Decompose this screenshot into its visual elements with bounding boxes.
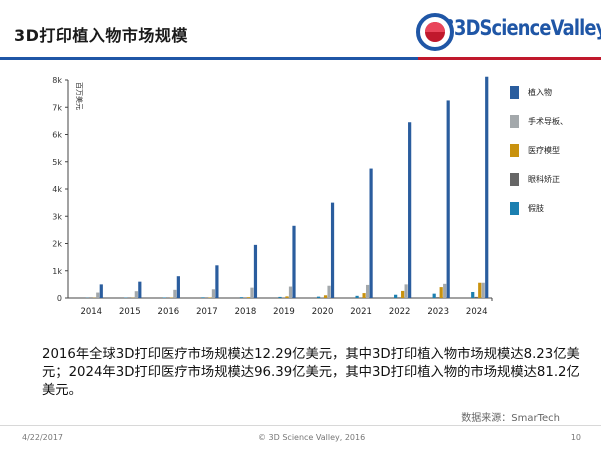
bar (481, 282, 485, 298)
logo: 3DScienceValley (416, 10, 601, 54)
footer-divider (0, 425, 601, 426)
bar (134, 291, 138, 298)
logo-text: 3DScienceValley (454, 16, 601, 40)
y-tick-label: 8k (52, 76, 62, 85)
bar (478, 282, 482, 298)
y-axis-label: 百万美元 (75, 82, 84, 110)
bar (408, 122, 412, 298)
bar (439, 287, 443, 298)
y-tick-label: 2k (52, 240, 62, 249)
bar (397, 297, 401, 298)
page-title: 3D打印植入物市场规模 (14, 26, 188, 45)
y-tick-label: 1k (52, 267, 62, 276)
y-tick-label: 3k (52, 212, 62, 221)
bar (215, 265, 219, 298)
bar (443, 283, 447, 298)
legend-label: 手术导板、器械 (528, 116, 568, 126)
x-tick-label: 2023 (427, 307, 449, 317)
y-tick-label: 5k (52, 158, 62, 167)
legend-swatch (510, 115, 519, 128)
y-tick-label: 0 (57, 294, 62, 303)
bar (446, 100, 450, 298)
market-size-chart: 0 1k 2k 3k 4k 5k 6k 7k 8k 百万美元 2014 2015 2016 2017 201… (52, 76, 568, 317)
x-tick-label: 2019 (273, 307, 295, 317)
y-tick-label: 6k (52, 131, 62, 140)
x-tick-label: 2014 (80, 307, 102, 317)
bar (362, 293, 366, 298)
bar (96, 292, 100, 298)
legend-label: 植入物 (528, 87, 552, 97)
legend-swatch (510, 173, 519, 186)
bar (436, 297, 440, 298)
x-tick-label: 2020 (312, 307, 334, 317)
header-rule-blue (0, 57, 418, 60)
bar (358, 297, 363, 298)
x-tick-label: 2017 (196, 307, 218, 317)
legend-label: 医疗模型 (528, 145, 560, 155)
logo-globe-icon (416, 13, 454, 51)
bar (323, 295, 328, 298)
x-tick-label: 2015 (119, 307, 141, 317)
bar (330, 202, 335, 298)
footer-page-number: 10 (570, 433, 581, 442)
x-tick-label: 2021 (350, 307, 372, 317)
y-tick-label: 7k (52, 103, 62, 112)
bar (208, 297, 212, 298)
legend-label: 假肢 (528, 203, 544, 213)
bar (316, 296, 321, 298)
footer-date: 4/22/2017 (22, 433, 64, 442)
bar (288, 286, 293, 298)
bar (432, 293, 436, 298)
x-tick-label: 2024 (466, 307, 488, 317)
bar (365, 284, 370, 298)
bar (285, 296, 289, 298)
bar (327, 285, 331, 298)
bar (176, 276, 180, 298)
bar (485, 76, 489, 298)
bar (278, 296, 282, 298)
bar (474, 296, 478, 298)
bar (201, 297, 205, 298)
bar (250, 287, 254, 298)
summary-text: 2016年全球3D打印医疗市场规模达12.29亿美元，其中3D打印植入物市场规模… (42, 347, 580, 398)
bar (394, 294, 398, 298)
legend-swatch (510, 202, 519, 215)
x-tick-label: 2018 (235, 307, 257, 317)
bar (253, 244, 258, 298)
legend-label: 眼科矫正 (528, 174, 560, 184)
data-source: 数据来源：SmarTech (461, 413, 560, 424)
footer-copyright: © 3D Science Valley, 2016 (258, 433, 366, 442)
bar (138, 281, 142, 298)
bar (355, 295, 359, 298)
legend-swatch (510, 144, 519, 157)
bar (369, 168, 373, 298)
y-tick-label: 4k (52, 185, 62, 194)
x-tick-label: 2016 (158, 307, 180, 317)
bar (99, 284, 103, 298)
bar (292, 225, 296, 298)
header-rule-red (418, 57, 601, 60)
x-tick-label: 2022 (389, 307, 411, 317)
bar (239, 297, 244, 298)
bar (471, 292, 475, 298)
legend-swatch (510, 86, 519, 99)
bar (173, 289, 177, 298)
bar (401, 290, 405, 298)
bar (162, 297, 166, 298)
bar (246, 297, 251, 298)
bar (404, 284, 408, 298)
bar (211, 289, 216, 298)
